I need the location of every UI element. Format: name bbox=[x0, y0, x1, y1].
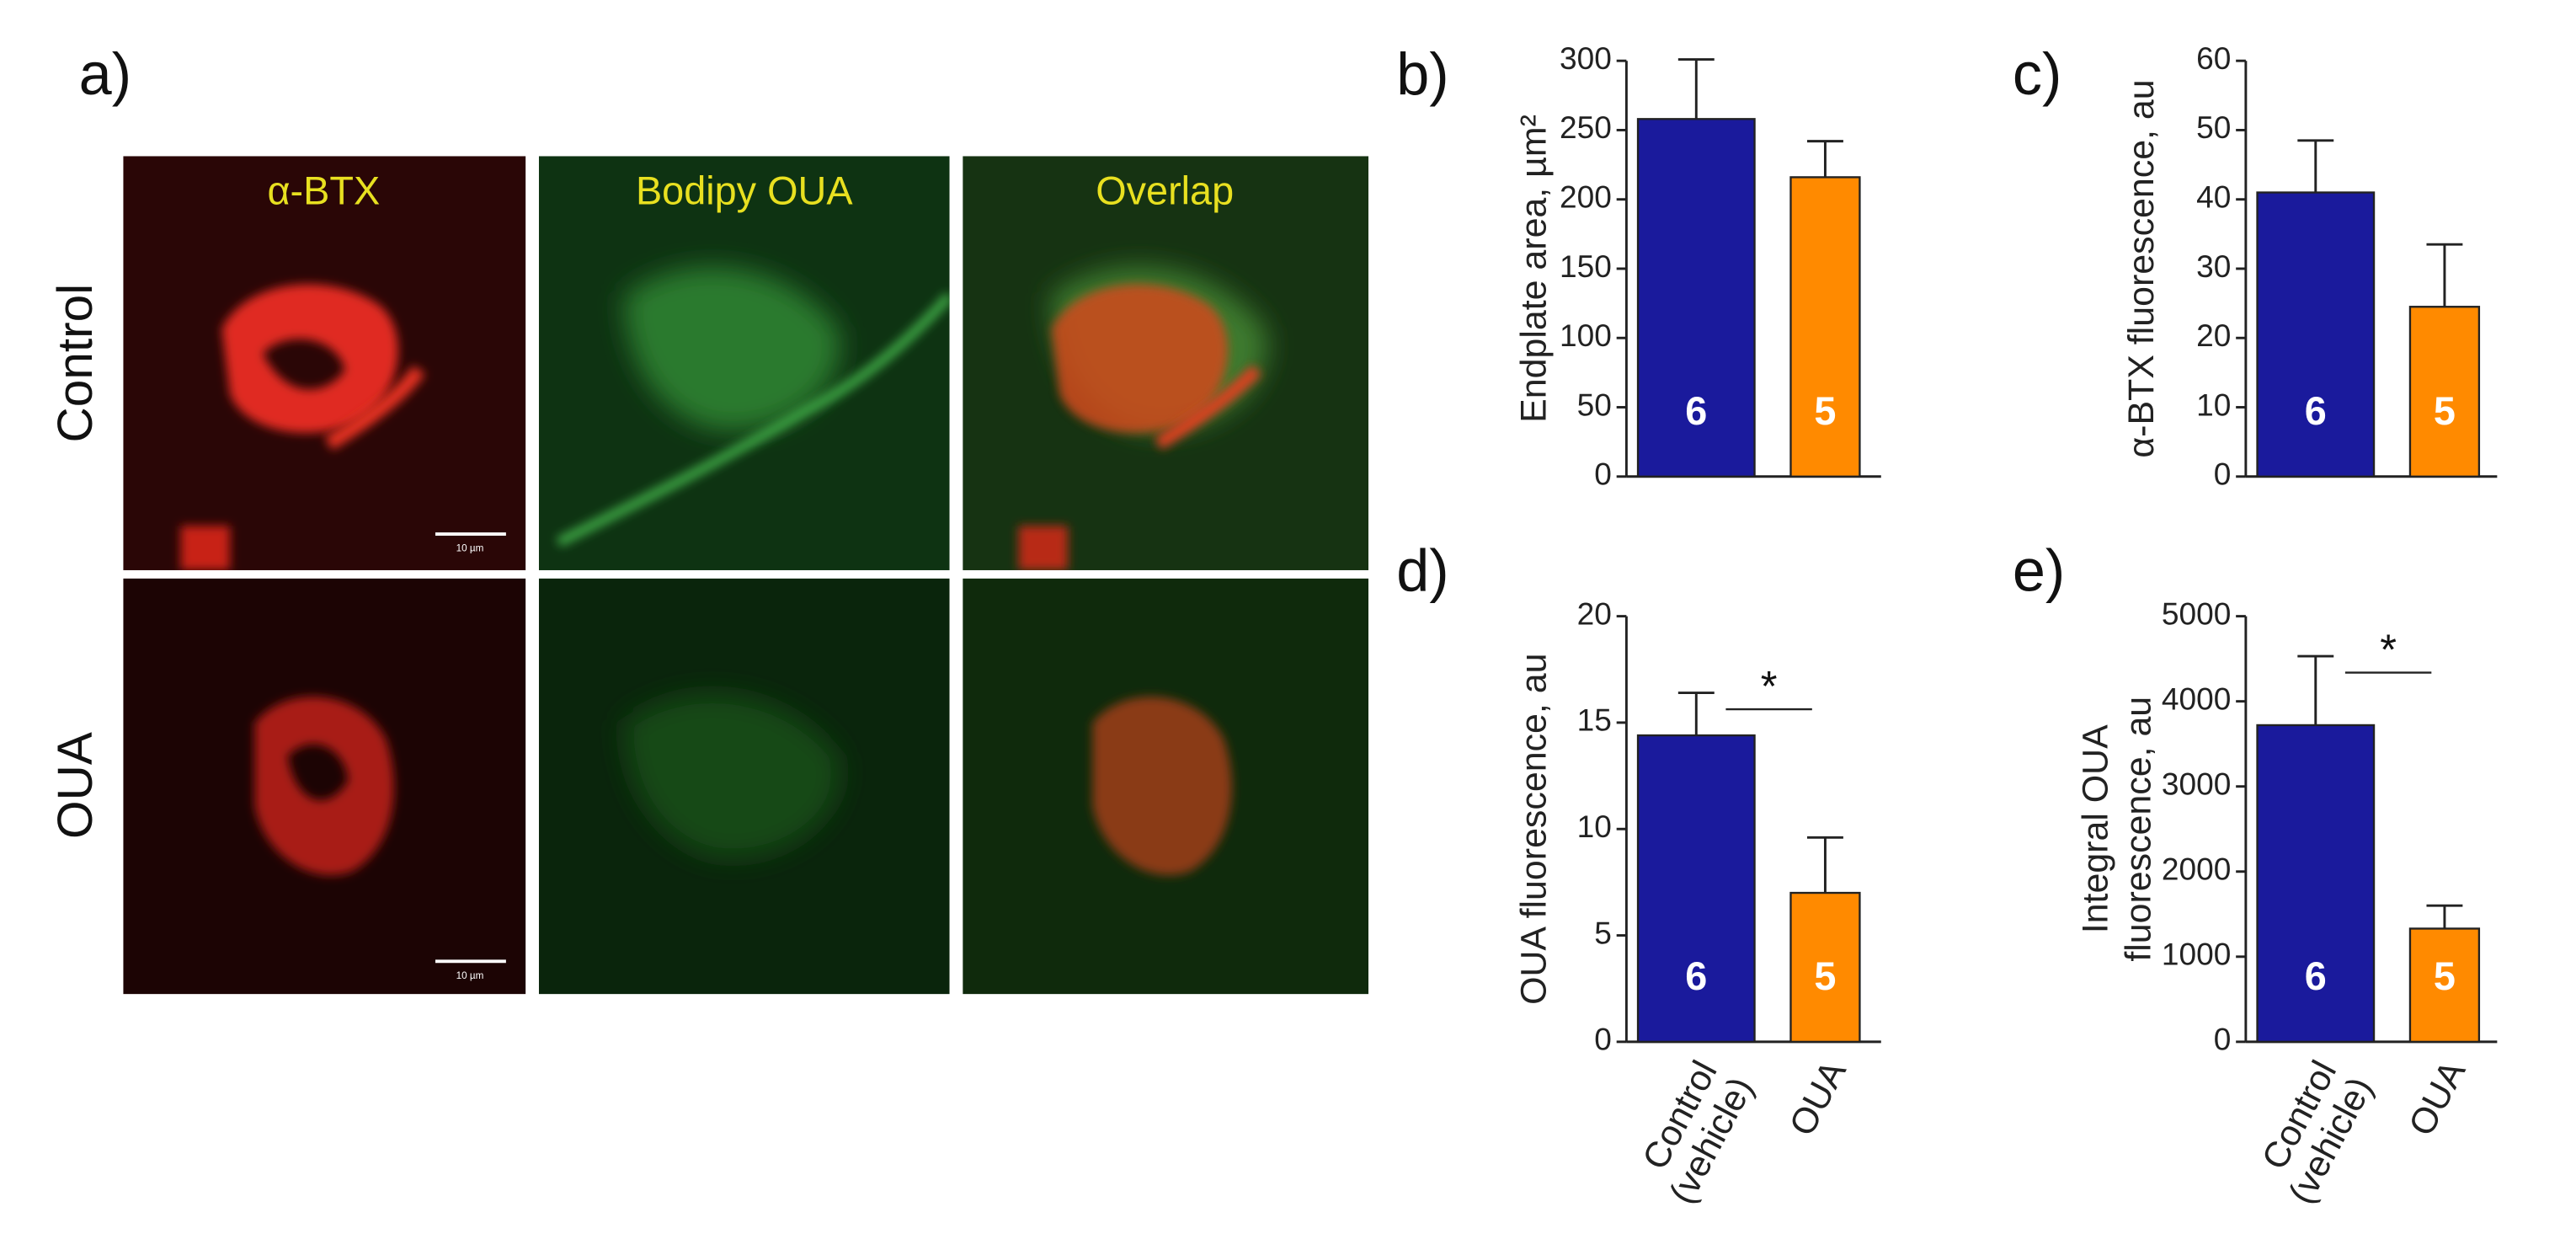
significance-label: * bbox=[1761, 662, 1778, 710]
image bbox=[963, 578, 1369, 995]
column-title: α-BTX bbox=[267, 169, 380, 213]
y-tick-label: 20 bbox=[1577, 595, 1612, 631]
scale-bar-label: 10 µm bbox=[456, 970, 484, 981]
bar bbox=[1636, 118, 1756, 478]
y-tick-label: 150 bbox=[1560, 248, 1612, 284]
bar bbox=[2256, 191, 2376, 478]
image bbox=[123, 156, 526, 570]
image bbox=[538, 156, 950, 570]
y-tick-label: 40 bbox=[2196, 179, 2231, 215]
bar-label: 5 bbox=[1814, 954, 1836, 998]
chart: c) α-BTX fluorescence, au 0 10 20 30 40 50 60 6 5 bbox=[2013, 40, 2498, 492]
y-tick-label: 5 bbox=[1594, 915, 1612, 950]
y-tick-label: 3000 bbox=[2162, 766, 2231, 802]
bar-label: 6 bbox=[2305, 954, 2327, 998]
y-tick-label: 10 bbox=[1577, 809, 1612, 844]
bar bbox=[2256, 724, 2376, 1044]
y-tick-label: 4000 bbox=[2162, 681, 2231, 716]
x-tick-label: OUA bbox=[1782, 1054, 1854, 1142]
y-axis-label: fluorescence, au bbox=[2118, 697, 2158, 962]
y-tick-label: 50 bbox=[1577, 387, 1612, 422]
column-title: Bodipy OUA bbox=[636, 169, 853, 213]
y-tick-label: 30 bbox=[2196, 248, 2231, 284]
bar bbox=[1789, 891, 1861, 1044]
bar-label: 5 bbox=[2434, 389, 2456, 433]
image bbox=[963, 156, 1369, 570]
panel-label: a) bbox=[79, 40, 131, 107]
panel-label: d) bbox=[1396, 537, 1448, 603]
y-tick-label: 100 bbox=[1560, 318, 1612, 353]
bar-label: 6 bbox=[1685, 389, 1707, 433]
column-title: Overlap bbox=[1096, 169, 1234, 213]
y-tick-label: 50 bbox=[2196, 109, 2231, 145]
y-tick-label: 300 bbox=[1560, 40, 1612, 76]
y-axis-label: OUA fluorescence, au bbox=[1513, 654, 1554, 1005]
bar bbox=[1789, 176, 1861, 478]
bar-label: 5 bbox=[2434, 954, 2456, 998]
microscopy-panel: a) bbox=[79, 40, 1369, 995]
y-tick-label: 1000 bbox=[2162, 937, 2231, 972]
panel-label: c) bbox=[2013, 40, 2062, 107]
bar bbox=[2408, 927, 2481, 1044]
chart: d)OUA fluorescence, au051015206Control(v… bbox=[1396, 537, 1881, 1210]
y-tick-label: 20 bbox=[2196, 318, 2231, 353]
y-axis-label: Integral OUA bbox=[2076, 724, 2116, 933]
y-axis-label: Endplate area, µm² bbox=[1513, 115, 1554, 423]
y-tick-label: 0 bbox=[2214, 457, 2232, 492]
y-tick-label: 60 bbox=[2196, 40, 2231, 76]
significance-label: * bbox=[2380, 626, 2397, 674]
panel-label: b) bbox=[1396, 40, 1448, 107]
y-axis-label: α-BTX fluorescence, au bbox=[2121, 79, 2162, 457]
scale-bar-label: 10 µm bbox=[456, 543, 484, 554]
y-tick-label: 0 bbox=[2214, 1022, 2232, 1057]
bar bbox=[1636, 734, 1756, 1044]
y-tick-label: 0 bbox=[1594, 457, 1612, 492]
y-tick-label: 250 bbox=[1560, 109, 1612, 145]
panel-label: e) bbox=[2013, 537, 2065, 603]
row-label: Control bbox=[48, 284, 103, 443]
chart: b) Endplate area, µm² 0 50 100 150 200 250 300 6 5 bbox=[1396, 40, 1881, 492]
image bbox=[123, 578, 526, 995]
chart: e) Integral OUA fluorescence, au 0 1000 2000 3… bbox=[2013, 537, 2498, 1210]
y-tick-label: 0 bbox=[1594, 1022, 1612, 1057]
y-tick-label: 5000 bbox=[2162, 595, 2231, 631]
image bbox=[538, 578, 950, 995]
bar-label: 5 bbox=[1814, 389, 1836, 433]
bar-label: 6 bbox=[2305, 389, 2327, 433]
y-tick-label: 200 bbox=[1560, 179, 1612, 215]
row-label: OUA bbox=[48, 732, 103, 839]
bar bbox=[2408, 306, 2481, 478]
bar-label: 6 bbox=[1685, 954, 1707, 998]
y-tick-label: 2000 bbox=[2162, 852, 2231, 887]
y-tick-label: 10 bbox=[2196, 387, 2231, 422]
y-tick-label: 15 bbox=[1577, 702, 1612, 738]
x-tick-label: OUA bbox=[2401, 1054, 2473, 1142]
